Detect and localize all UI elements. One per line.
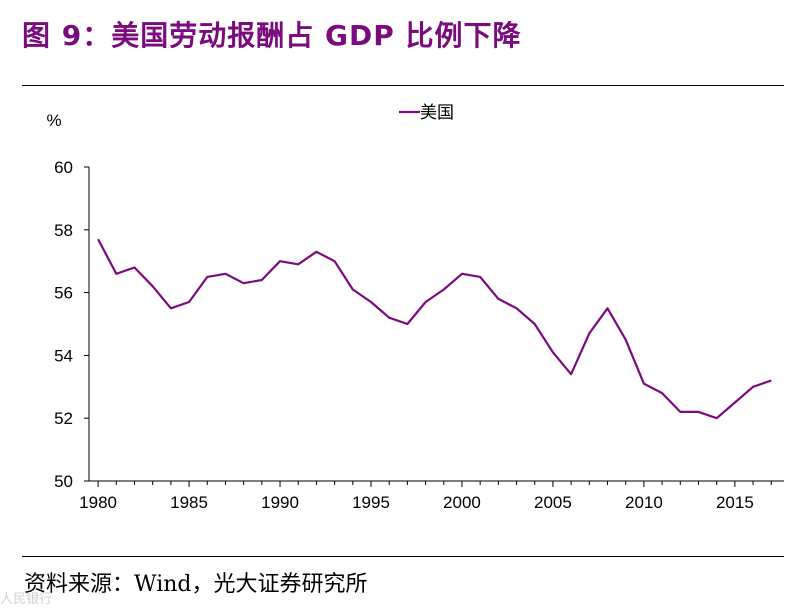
x-tick-label: 1990 (261, 493, 299, 512)
x-tick-label: 1985 (170, 493, 208, 512)
line-chart: 50 52 54 56 58 60% 1980 1985 1990 1995 2000 2005 201… (46, 103, 784, 512)
y-tick-label: 50 (54, 472, 73, 491)
legend: 美国 (399, 103, 454, 122)
x-tick-label: 2000 (443, 493, 481, 512)
bottom-rule (22, 556, 784, 557)
y-tick-label: 60 (54, 158, 73, 177)
y-tick-label: 52 (54, 409, 73, 428)
figure-title: 图 9：美国劳动报酬占 GDP 比例下降 (22, 19, 522, 52)
axes: 50 52 54 56 58 60% 1980 1985 1990 1995 2000 2005 201… (46, 111, 784, 512)
y-axis-unit-label: % (46, 111, 61, 130)
series-line-us (97, 238, 772, 420)
x-tick-label: 1980 (79, 493, 117, 512)
source-note: 资料来源：Wind，光大证券研究所 (24, 572, 368, 597)
watermark-text: 人民银行 (0, 592, 53, 607)
legend-label: 美国 (420, 103, 454, 122)
x-tick-label: 2005 (534, 493, 572, 512)
y-tick-label: 58 (54, 221, 73, 240)
x-tick-label: 1995 (352, 493, 390, 512)
series-layer (97, 238, 772, 420)
x-tick-label: 2010 (625, 493, 663, 512)
y-tick-label: 54 (54, 346, 73, 365)
x-tick-label: 2015 (716, 493, 754, 512)
y-tick-label: 56 (54, 284, 73, 303)
top-rule (22, 85, 784, 86)
